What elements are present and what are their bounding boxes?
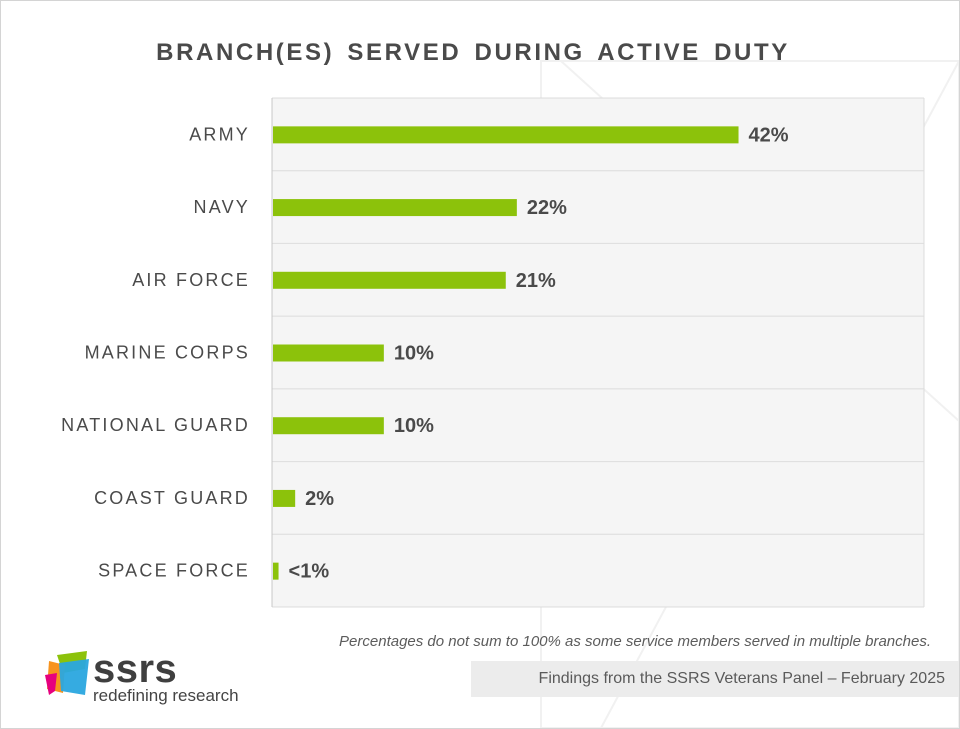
bar	[273, 344, 384, 362]
category-label: NATIONAL GUARD	[61, 415, 250, 435]
footer-text: Findings from the SSRS Veterans Panel – …	[538, 670, 945, 687]
category-label: ARMY	[189, 124, 250, 144]
bar	[273, 126, 739, 144]
bar	[273, 417, 384, 435]
value-label: <1%	[289, 561, 330, 583]
bar	[273, 489, 296, 507]
bar	[273, 562, 279, 580]
bar-chart: ARMY 42% NAVY 22% AIR FORCE 21% MARINE CORPS 10…	[61, 97, 925, 608]
category-label: SPACE FORCE	[98, 561, 250, 581]
category-label: AIR FORCE	[132, 270, 250, 290]
value-label: 22%	[527, 197, 567, 219]
value-label: 10%	[394, 415, 434, 437]
value-label: 21%	[516, 270, 556, 292]
footnote: Percentages do not sum to 100% as some s…	[339, 633, 931, 650]
chart-title: BRANCH(ES) SERVED DURING ACTIVE DUTY	[156, 39, 790, 66]
footer-bar: Findings from the SSRS Veterans Panel – …	[471, 661, 959, 697]
bar	[273, 271, 506, 289]
category-label: COAST GUARD	[94, 488, 250, 508]
ssrs-logo-icon	[45, 651, 89, 695]
bar	[273, 199, 517, 217]
value-label: 2%	[305, 488, 334, 510]
logo-tagline: redefining research	[93, 686, 239, 705]
value-label: 42%	[749, 124, 789, 146]
value-label: 10%	[394, 343, 434, 365]
category-label: MARINE CORPS	[85, 343, 250, 363]
category-label: NAVY	[194, 197, 250, 217]
logo-wordmark: ssrs	[93, 647, 178, 691]
